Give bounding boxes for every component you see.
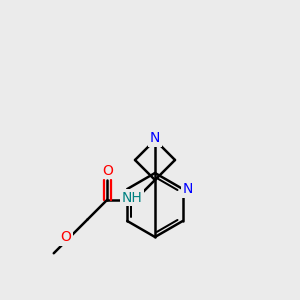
Text: N: N bbox=[150, 131, 160, 145]
Text: N: N bbox=[182, 182, 193, 196]
Text: O: O bbox=[60, 230, 71, 244]
Text: O: O bbox=[102, 164, 112, 178]
Text: NH: NH bbox=[122, 191, 142, 205]
